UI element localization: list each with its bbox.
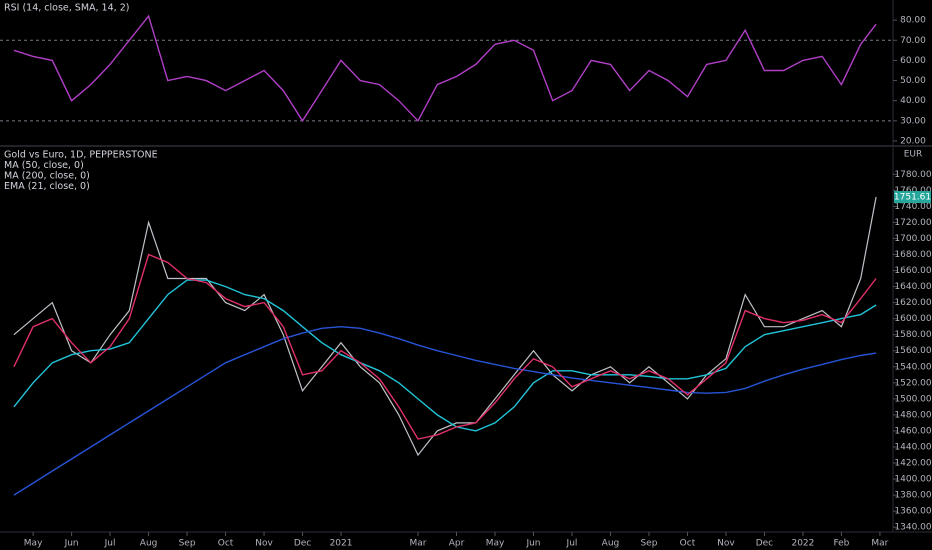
x-tick-label: Jun: [525, 539, 540, 549]
y-tick-label: 1560.00: [894, 346, 931, 356]
legend-entry: Gold vs Euro, 1D, PEPPERSTONE: [4, 150, 158, 161]
x-tick-label: Nov: [717, 539, 735, 549]
y-tick-label: 1520.00: [894, 378, 931, 388]
x-tick-label: Sep: [640, 539, 657, 549]
y-tick-label: 1600.00: [894, 314, 931, 324]
y-tick-label: 1540.00: [894, 362, 931, 372]
y-tick-label: 70.00: [900, 36, 926, 46]
y-axis-label: EUR: [904, 150, 923, 160]
y-tick-label: 1400.00: [894, 475, 931, 485]
y-tick-label: 1460.00: [894, 426, 931, 436]
x-tick-label: Jun: [64, 539, 79, 549]
x-tick-label: Jul: [104, 539, 116, 549]
x-tick-label: May: [24, 539, 43, 549]
x-tick-label: Apr: [449, 539, 465, 549]
series-line: [13, 279, 877, 432]
y-tick-label: 1760.00: [894, 186, 931, 196]
x-tick-label: Dec: [294, 539, 311, 549]
y-tick-label: 1500.00: [894, 394, 931, 404]
y-tick-label: 80.00: [900, 16, 926, 26]
y-tick-label: 1780.00: [894, 170, 931, 180]
x-tick-label: Oct: [218, 539, 234, 549]
y-tick-label: 60.00: [900, 56, 926, 66]
series-line: [13, 196, 877, 457]
series-line: [13, 325, 877, 496]
x-tick-label: Mar: [410, 539, 427, 549]
y-tick-label: 1680.00: [894, 250, 931, 260]
y-tick-label: 1380.00: [894, 491, 931, 501]
y-tick-label: 1720.00: [894, 218, 931, 228]
y-tick-label: 1700.00: [894, 234, 931, 244]
x-tick-label: Nov: [255, 539, 273, 549]
x-tick-label: Aug: [140, 539, 158, 549]
y-tick-label: 50.00: [900, 76, 926, 86]
y-tick-label: 1360.00: [894, 507, 931, 517]
x-tick-label: Mar: [871, 539, 888, 549]
x-tick-label: Feb: [833, 539, 849, 549]
y-tick-label: 1340.00: [894, 523, 931, 533]
last-price-tag: [894, 191, 931, 204]
last-price-label: 1751.61: [894, 193, 931, 203]
y-tick-label: 40.00: [900, 96, 926, 106]
x-tick-label: Oct: [680, 539, 696, 549]
y-tick-label: 1420.00: [894, 459, 931, 469]
y-tick-label: 1480.00: [894, 410, 931, 420]
x-tick-label: Dec: [756, 539, 773, 549]
y-tick-label: 1640.00: [894, 282, 931, 292]
x-tick-label: Aug: [602, 539, 620, 549]
y-tick-label: 1620.00: [894, 298, 931, 308]
series-line: [13, 253, 877, 440]
legend-entry: EMA (21, close, 0): [4, 181, 90, 192]
y-tick-label: 20.00: [900, 136, 926, 146]
legend-entry: MA (200, close, 0): [4, 171, 90, 182]
y-tick-label: 1740.00: [894, 202, 931, 212]
x-tick-label: Sep: [179, 539, 196, 549]
legend-entry: RSI (14, close, SMA, 14, 2): [4, 3, 129, 14]
y-tick-label: 1440.00: [894, 442, 931, 452]
x-tick-label: 2021: [330, 539, 353, 549]
y-tick-label: 30.00: [900, 116, 926, 126]
x-tick-label: May: [486, 539, 505, 549]
legend-entry: MA (50, close, 0): [4, 160, 84, 171]
x-tick-label: Jul: [566, 539, 578, 549]
y-tick-label: 1580.00: [894, 330, 931, 340]
x-tick-label: 2022: [791, 539, 814, 549]
y-tick-label: 1660.00: [894, 266, 931, 276]
series-line: [13, 14, 877, 123]
